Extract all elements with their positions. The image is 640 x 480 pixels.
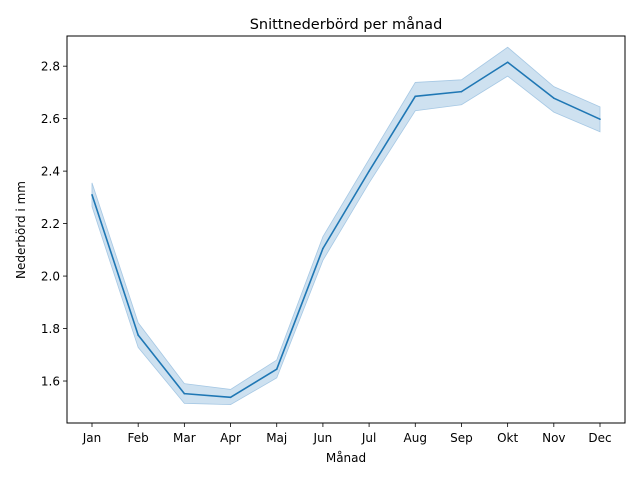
y-axis: 1.6 1.8 2.0 2.2 2.4 2.6 2.8 (41, 60, 67, 389)
data-point-aug (414, 95, 417, 98)
x-tick-label-nov: Nov (542, 431, 565, 445)
y-axis-label: Nederbörd i mm (14, 181, 28, 279)
x-tick-label-aug: Aug (404, 431, 427, 445)
data-point-okt (506, 61, 509, 64)
x-tick-label-feb: Feb (128, 431, 149, 445)
y-tick-label-1.8: 1.8 (41, 322, 60, 336)
x-tick-label-jun: Jun (313, 431, 333, 445)
plot-frame (66, 35, 626, 424)
data-point-mar (183, 392, 186, 395)
y-tick-label-2.2: 2.2 (41, 217, 60, 231)
x-axis-label: Månad (326, 451, 366, 465)
x-axis: Jan Feb Mar Apr Maj Jun Jul Aug Sep Okt Nov Dec (82, 423, 612, 445)
y-tick-label-2.8: 2.8 (41, 60, 60, 74)
data-point-dec (599, 118, 601, 120)
x-tick-label-sep: Sep (450, 431, 473, 445)
series-line-0 (91, 61, 601, 399)
confidence-band-0 (91, 46, 601, 406)
y-tick-label-2.4: 2.4 (41, 165, 60, 179)
x-tick-label-okt: Okt (497, 431, 518, 445)
data-point-jun (322, 247, 324, 250)
x-tick-label-jul: Jul (361, 431, 376, 445)
x-tick-label-dec: Dec (588, 431, 611, 445)
x-tick-label-apr: Apr (220, 431, 241, 445)
data-point-feb (137, 334, 139, 336)
x-tick-label-mar: Mar (173, 431, 196, 445)
x-tick-label-maj: Maj (266, 431, 287, 445)
data-point-sep (460, 90, 463, 93)
data-point-jul (368, 170, 370, 172)
chart-title: Snittnederbörd per månad (250, 16, 443, 33)
data-point-jan (91, 193, 93, 196)
data-point-nov (553, 97, 555, 99)
data-point-maj (275, 368, 278, 371)
y-tick-label-2.0: 2.0 (41, 270, 60, 284)
plot-area (91, 46, 601, 406)
y-tick-label-2.6: 2.6 (41, 112, 60, 126)
y-tick-label-1.6: 1.6 (41, 375, 60, 389)
data-point-apr (229, 396, 232, 399)
x-tick-label-jan: Jan (82, 431, 102, 445)
